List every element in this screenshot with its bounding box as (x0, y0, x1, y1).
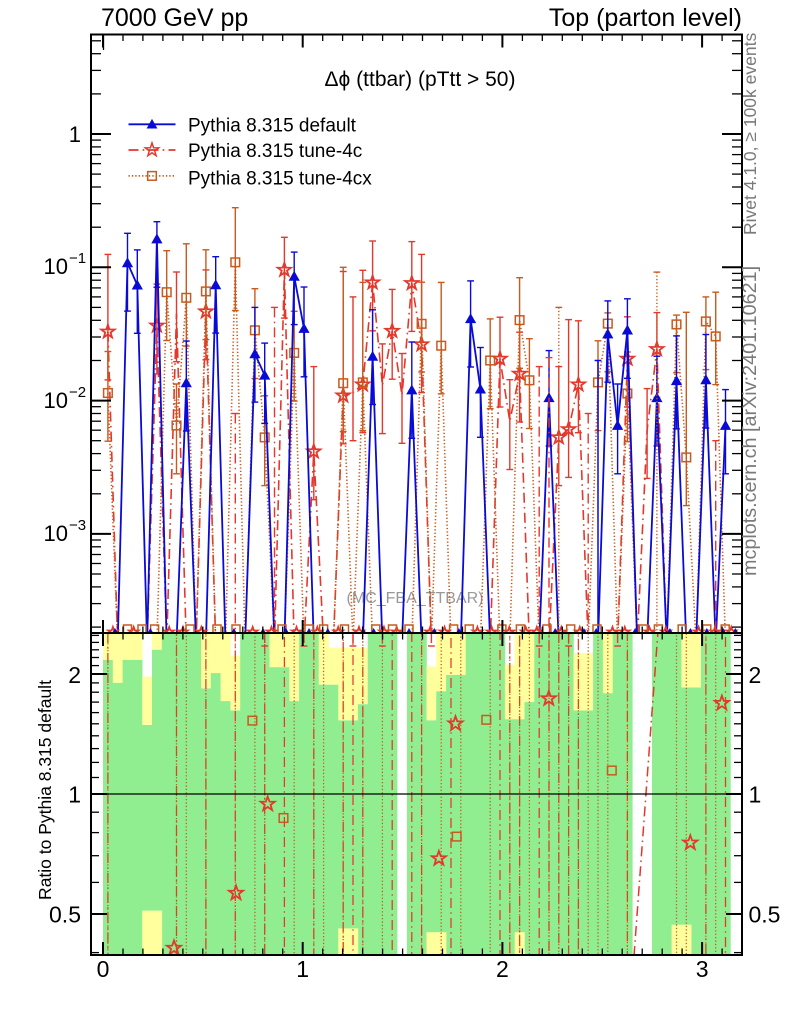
svg-text:3: 3 (696, 956, 709, 982)
svg-text:10: 10 (44, 388, 68, 413)
svg-text:Rivet 4.1.0, ≥ 100k events: Rivet 4.1.0, ≥ 100k events (740, 33, 760, 235)
svg-text:1: 1 (68, 782, 81, 808)
svg-text:1: 1 (296, 956, 309, 982)
svg-text:10: 10 (44, 521, 68, 546)
svg-text:2: 2 (749, 662, 762, 688)
svg-text:7000 GeV pp: 7000 GeV pp (101, 4, 248, 32)
svg-text:Δϕ (ttbar) (pTtt > 50): Δϕ (ttbar) (pTtt > 50) (325, 68, 516, 91)
svg-text:0.5: 0.5 (749, 902, 781, 928)
svg-text:Pythia 8.315 tune-4cx: Pythia 8.315 tune-4cx (188, 168, 372, 189)
svg-text:2: 2 (68, 662, 81, 688)
svg-text:Pythia 8.315 default: Pythia 8.315 default (188, 116, 357, 137)
svg-text:0: 0 (97, 956, 110, 982)
svg-text:Pythia 8.315 tune-4c: Pythia 8.315 tune-4c (188, 141, 362, 162)
svg-text:2: 2 (496, 956, 509, 982)
svg-text:Top (parton level): Top (parton level) (549, 4, 742, 32)
svg-text:10: 10 (44, 254, 68, 279)
svg-text:1: 1 (749, 782, 762, 808)
svg-text:0.5: 0.5 (49, 902, 81, 928)
svg-text:−3: −3 (69, 517, 86, 534)
svg-text:mcplots.cern.ch [arXiv:2401.10: mcplots.cern.ch [arXiv:2401.10621] (739, 266, 761, 576)
svg-text:−1: −1 (69, 250, 86, 267)
svg-text:−2: −2 (69, 384, 86, 401)
svg-text:Ratio to Pythia 8.315 default: Ratio to Pythia 8.315 default (35, 680, 55, 900)
svg-text:1: 1 (69, 122, 81, 147)
